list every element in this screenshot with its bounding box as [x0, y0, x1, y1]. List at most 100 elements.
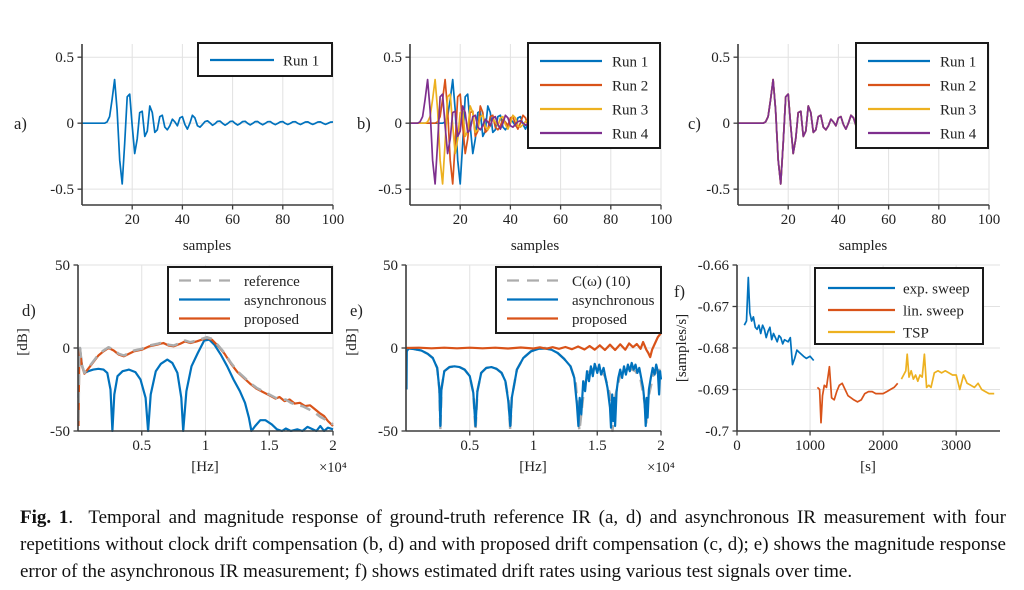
x-axis-title: [Hz] — [519, 459, 546, 475]
x-tick-label: 20 — [781, 212, 796, 228]
series-proposed-line — [406, 332, 662, 359]
x-tick-label: 40 — [831, 212, 846, 228]
x-tick-label: 60 — [881, 212, 896, 228]
series-run-4-line — [410, 78, 532, 185]
legend-label-tsp: TSP — [903, 326, 929, 342]
x-tick-label: 1 — [530, 438, 538, 454]
x-axis-offset-label: ×10⁴ — [319, 460, 347, 476]
legend-label-run-3: Run 3 — [612, 103, 648, 119]
series-group-b — [410, 78, 532, 185]
y-axis-title: [dB] — [344, 328, 360, 356]
legend-f: exp. sweep lin. sweep TSP — [814, 267, 984, 345]
y-tick-label: 0.5 — [383, 50, 402, 66]
y-tick-label: -0.67 — [698, 300, 730, 316]
legend-label-run-2: Run 2 — [940, 79, 976, 95]
legend-label-run-1: Run 1 — [283, 54, 319, 70]
legend-label-exp-sweep: exp. sweep — [903, 282, 970, 298]
series-run-2-line — [738, 78, 859, 185]
legend-label-proposed: proposed — [244, 312, 299, 328]
legend-c: Run 1 Run 2 Run 3 Run 4 — [855, 42, 989, 149]
x-tick-label: 20 — [453, 212, 468, 228]
x-tick-label: 0.5 — [460, 438, 479, 454]
series-asynchronous-line — [77, 338, 334, 432]
x-tick-label: 2 — [329, 438, 337, 454]
series-run-1-line — [82, 78, 334, 185]
x-tick-label: 1000 — [795, 438, 825, 454]
y-tick-label: -50 — [378, 424, 398, 440]
y-tick-label: -0.5 — [706, 182, 730, 198]
series-group-d — [77, 335, 334, 432]
legend-label-reference: reference — [244, 274, 300, 290]
series-run-4-line — [738, 78, 859, 185]
legend-e: C(ω) (10) asynchronous proposed — [495, 266, 662, 334]
series-run-1-line — [738, 78, 859, 185]
y-tick-label: 50 — [383, 258, 398, 274]
y-tick-label: -0.5 — [50, 182, 74, 198]
y-tick-label: 0 — [395, 116, 403, 132]
legend-label-run-4: Run 4 — [612, 127, 649, 143]
legend-label-lin-sweep: lin. sweep — [903, 304, 964, 320]
series-exp-sweep-line — [743, 276, 815, 366]
legend-label-run-1: Run 1 — [940, 55, 976, 71]
series-group-f — [743, 276, 995, 424]
y-axis-title: [dB] — [15, 328, 31, 356]
panel-letter-d: d) — [22, 301, 36, 320]
x-tick-label: 1 — [202, 438, 210, 454]
panel-e: 0.5 1 1.5 2 50 0 -50 e) [Hz] [dB] ×10⁴ C(ω) (10) asy… — [344, 258, 675, 476]
series-run-3-line — [738, 78, 859, 185]
panel-letter-f: f) — [674, 282, 685, 301]
y-tick-label: -0.66 — [698, 258, 730, 274]
series-reference-line — [77, 335, 334, 426]
legend-label-run-4: Run 4 — [940, 127, 977, 143]
series-group-c — [738, 78, 859, 185]
x-tick-label: 2 — [657, 438, 665, 454]
x-tick-label: 40 — [503, 212, 518, 228]
x-axis-title: [s] — [860, 459, 876, 475]
y-tick-label: 0 — [63, 341, 71, 357]
x-tick-label: 1.5 — [260, 438, 279, 454]
legend-d: reference asynchronous proposed — [167, 266, 333, 334]
legend-label-run-3: Run 3 — [940, 103, 976, 119]
x-tick-label: 100 — [650, 212, 673, 228]
y-tick-label: -50 — [50, 424, 70, 440]
legend-label-run-1: Run 1 — [612, 55, 648, 71]
series-group-e — [405, 332, 662, 432]
y-tick-label: 0.5 — [711, 50, 730, 66]
x-tick-label: 80 — [275, 212, 290, 228]
y-tick-label: 0.5 — [55, 50, 74, 66]
series-proposed-line — [77, 336, 334, 427]
x-tick-label: 40 — [175, 212, 190, 228]
x-tick-label: 3000 — [941, 438, 971, 454]
panel-d: 0.5 1 1.5 2 50 0 -50 d) [Hz] [dB] ×10⁴ reference asy… — [15, 258, 347, 476]
series-lin-sweep-line — [816, 365, 899, 424]
x-tick-label: 2000 — [868, 438, 898, 454]
figure-caption: Fig. 1. Temporal and magnitude response … — [20, 504, 1006, 585]
x-tick-label: 0 — [733, 438, 741, 454]
figure-caption-label: Fig. 1 — [20, 507, 69, 528]
y-tick-label: -0.7 — [705, 424, 729, 440]
y-tick-label: 50 — [55, 258, 70, 274]
y-axis-title: [samples/s] — [674, 314, 690, 382]
panel-letter-a: a) — [14, 114, 27, 133]
x-axis-title: [Hz] — [191, 459, 218, 475]
y-tick-label: 0 — [391, 341, 399, 357]
y-tick-label: 0 — [723, 116, 731, 132]
legend-label-run-2: Run 2 — [612, 79, 648, 95]
x-tick-label: 20 — [125, 212, 140, 228]
y-tick-label: -0.69 — [698, 383, 729, 399]
x-axis-title: samples — [511, 238, 559, 254]
series-tsp-line — [900, 353, 995, 395]
legend-label-asynchronous: asynchronous — [244, 293, 327, 309]
panel-letter-c: c) — [688, 114, 701, 133]
x-tick-label: 0.5 — [132, 438, 151, 454]
x-tick-label: 100 — [322, 212, 345, 228]
x-tick-label: 1.5 — [588, 438, 607, 454]
legend-label-proposed: proposed — [572, 312, 627, 328]
series-group-a — [82, 78, 334, 185]
panel-f: 0 1000 2000 3000 -0.66 -0.67 -0.68 -0.69 -0.7 f) [… — [674, 258, 1000, 475]
y-tick-label: -0.5 — [378, 182, 402, 198]
series-asynchronous-line — [405, 347, 662, 429]
